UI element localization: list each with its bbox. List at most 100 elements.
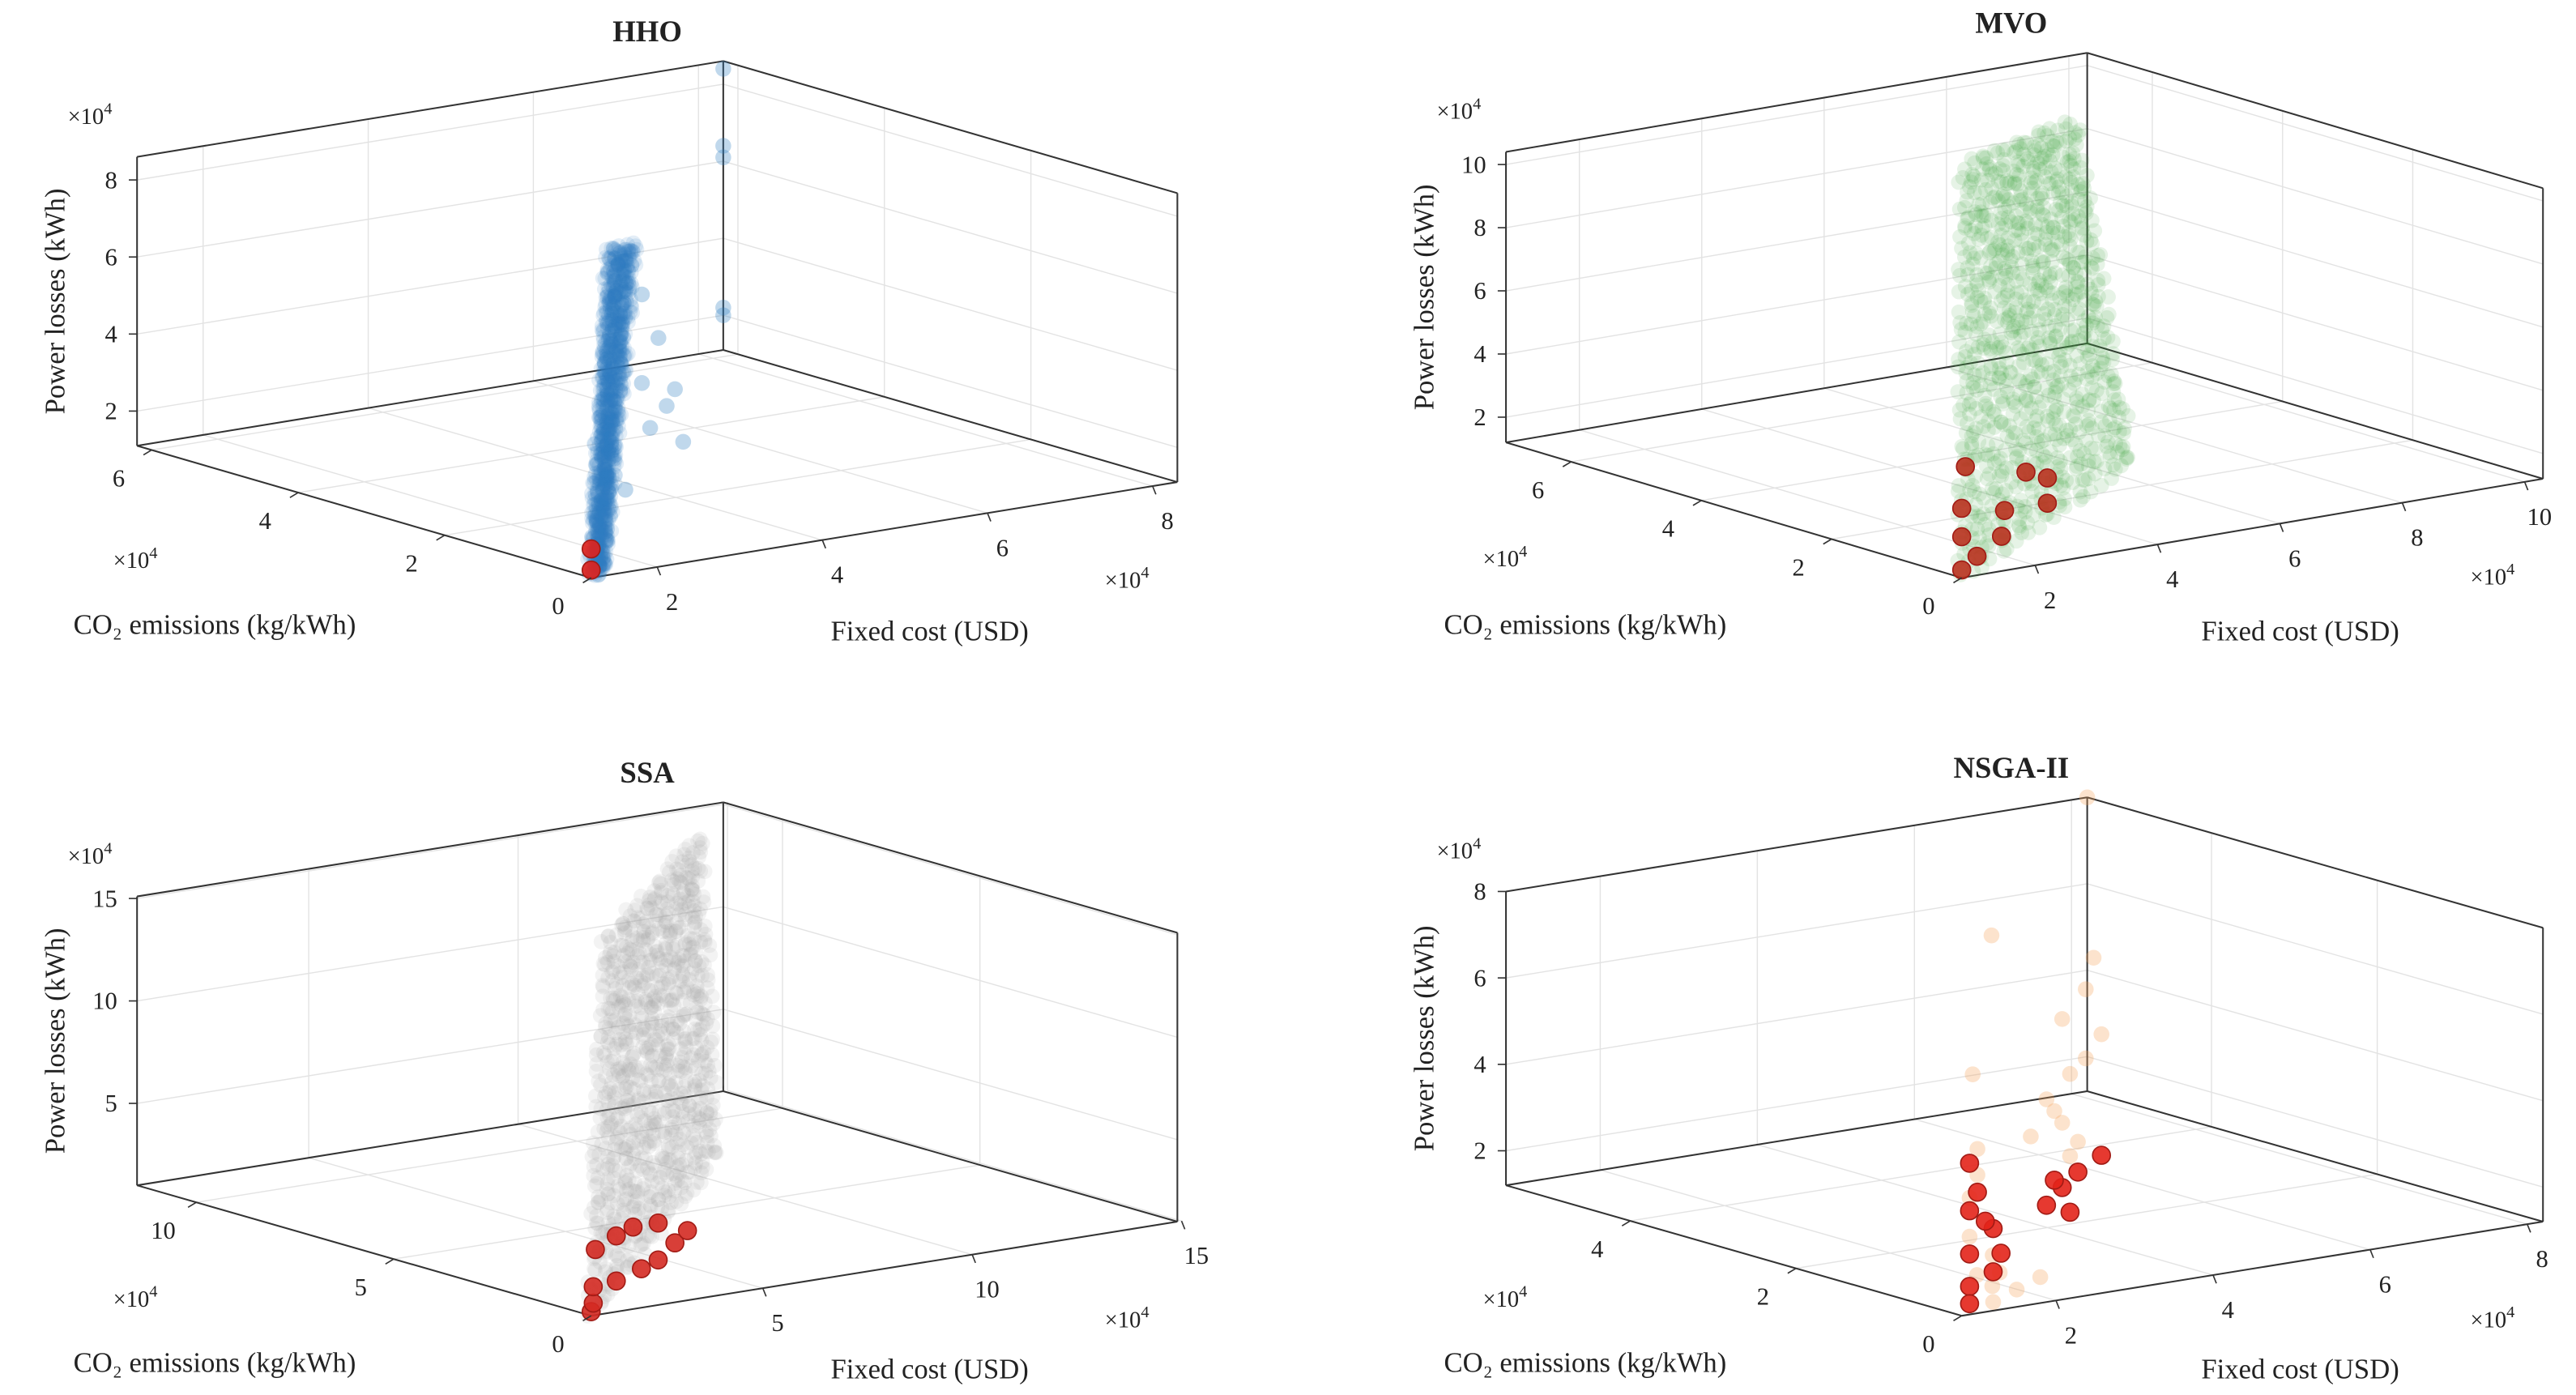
population-point bbox=[599, 422, 616, 437]
x-tick-mark bbox=[2156, 544, 2162, 553]
population-point bbox=[613, 356, 629, 372]
axis-edge bbox=[2087, 52, 2544, 190]
gridline-z-back-wall bbox=[137, 804, 723, 899]
population-point bbox=[1991, 370, 2007, 386]
population-point bbox=[588, 524, 603, 540]
population-point bbox=[605, 405, 621, 420]
population-point bbox=[2046, 389, 2062, 405]
population-point bbox=[623, 292, 638, 307]
population-point bbox=[1974, 220, 1990, 237]
population-point bbox=[1964, 151, 1980, 167]
population-point bbox=[604, 357, 620, 373]
population-point bbox=[2070, 1133, 2086, 1150]
population-point bbox=[614, 356, 629, 372]
population-point bbox=[642, 420, 659, 437]
population-point bbox=[601, 250, 616, 267]
population-point bbox=[604, 360, 621, 377]
population-point bbox=[601, 451, 617, 467]
population-point bbox=[2049, 432, 2064, 447]
population-point bbox=[2010, 154, 2026, 170]
gridline-z-back-wall bbox=[1505, 1056, 2088, 1152]
population-point bbox=[610, 399, 626, 416]
population-point bbox=[1966, 185, 1982, 201]
population-point bbox=[612, 331, 628, 346]
population-point bbox=[595, 388, 612, 404]
population-point bbox=[602, 422, 617, 437]
population-point bbox=[616, 296, 633, 312]
population-point bbox=[1995, 339, 2011, 355]
population-point bbox=[2019, 304, 2035, 320]
population-point bbox=[605, 241, 621, 257]
population-point bbox=[2030, 227, 2045, 242]
population-point bbox=[608, 456, 625, 471]
population-point bbox=[596, 460, 612, 476]
population-point bbox=[599, 467, 615, 483]
population-point bbox=[598, 437, 614, 453]
population-point bbox=[599, 417, 616, 433]
population-point bbox=[599, 495, 616, 511]
population-point bbox=[588, 514, 604, 530]
population-point bbox=[1955, 441, 1971, 457]
population-point bbox=[605, 302, 621, 318]
population-point bbox=[603, 404, 619, 420]
population-point bbox=[591, 494, 606, 510]
population-point bbox=[607, 288, 623, 305]
axis-edge bbox=[1505, 342, 2088, 444]
population-point bbox=[1966, 484, 1982, 500]
population-point bbox=[605, 264, 621, 279]
population-point bbox=[593, 493, 609, 509]
population-point bbox=[596, 364, 612, 379]
population-point bbox=[599, 489, 615, 506]
population-point bbox=[607, 437, 622, 453]
population-point bbox=[598, 314, 614, 331]
population-point bbox=[597, 463, 612, 479]
population-point bbox=[1986, 243, 2002, 258]
population-point bbox=[596, 504, 612, 520]
population-point bbox=[1957, 161, 1973, 177]
population-point bbox=[675, 433, 692, 450]
population-point bbox=[2019, 215, 2036, 232]
population-point bbox=[588, 465, 603, 481]
population-point bbox=[612, 317, 629, 333]
population-point bbox=[606, 241, 622, 257]
population-point bbox=[589, 482, 605, 498]
population-point bbox=[1959, 385, 1975, 401]
population-point bbox=[1998, 354, 2015, 370]
population-point bbox=[612, 354, 629, 370]
population-point bbox=[603, 509, 619, 524]
population-point bbox=[2000, 277, 2016, 293]
population-point bbox=[2085, 949, 2102, 966]
population-point bbox=[1988, 256, 2004, 272]
population-point bbox=[616, 386, 632, 402]
population-point bbox=[2011, 266, 2028, 281]
population-point bbox=[615, 273, 631, 289]
population-point bbox=[587, 446, 603, 461]
population-point bbox=[1965, 250, 1981, 267]
population-point bbox=[1960, 260, 1976, 275]
population-point bbox=[2024, 170, 2039, 186]
population-point bbox=[604, 322, 621, 339]
population-point bbox=[595, 471, 611, 487]
population-point bbox=[607, 320, 623, 336]
population-point bbox=[608, 242, 624, 258]
population-point bbox=[604, 294, 621, 310]
population-point bbox=[621, 250, 637, 265]
population-point bbox=[2000, 245, 2016, 262]
population-point bbox=[591, 516, 607, 532]
x-tick-label: 2 bbox=[2065, 1321, 2077, 1349]
population-point bbox=[715, 149, 731, 166]
pareto-point bbox=[581, 539, 601, 559]
population-point bbox=[595, 426, 611, 442]
population-point bbox=[588, 511, 604, 527]
population-point bbox=[608, 283, 624, 299]
gridline-z-side-wall bbox=[2087, 128, 2544, 265]
population-point bbox=[1987, 407, 2002, 422]
population-point bbox=[597, 521, 613, 537]
population-point bbox=[604, 504, 621, 520]
population-point bbox=[597, 413, 613, 429]
population-point bbox=[1961, 396, 1977, 412]
population-point bbox=[633, 375, 650, 391]
population-point bbox=[597, 518, 613, 534]
population-point bbox=[598, 512, 614, 527]
population-point bbox=[612, 305, 629, 321]
